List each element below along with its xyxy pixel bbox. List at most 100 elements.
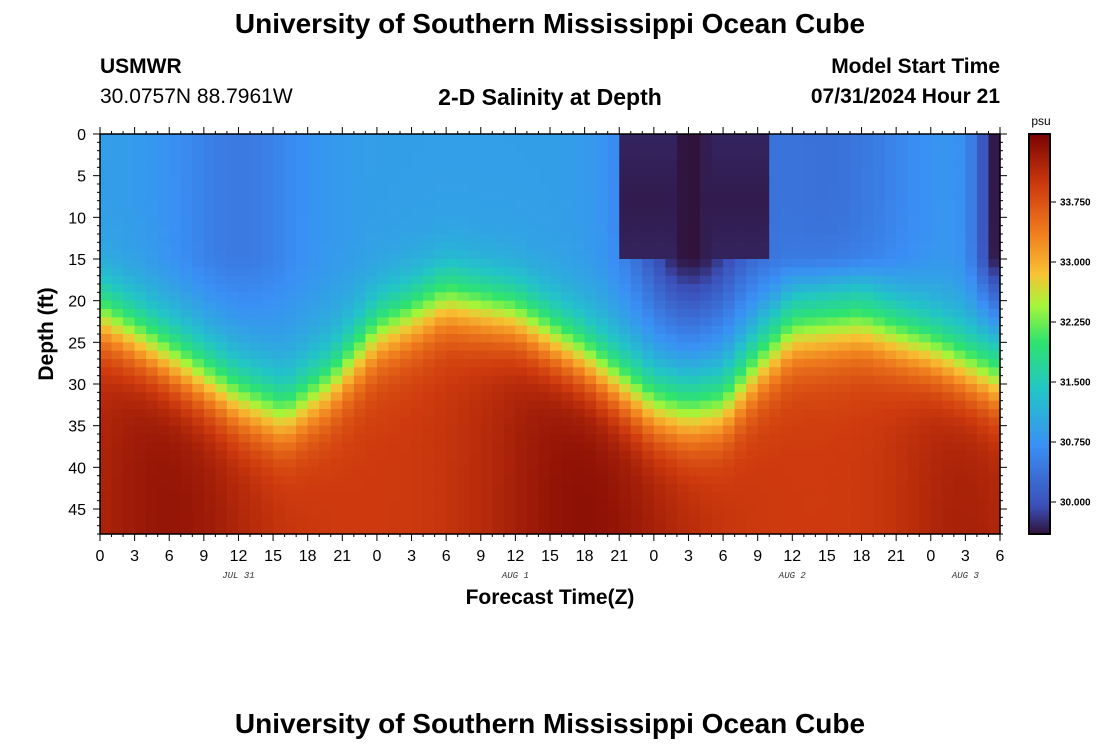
footer-title: University of Southern Mississippi Ocean…	[234, 708, 866, 739]
heatmap-cell	[919, 334, 932, 343]
heatmap-cell	[746, 375, 759, 385]
heatmap-cell	[838, 367, 851, 377]
heatmap-cell	[330, 492, 343, 502]
heatmap-cell	[884, 509, 897, 518]
heatmap-cell	[446, 384, 459, 393]
heatmap-cell	[653, 375, 666, 385]
heatmap-cell	[192, 309, 205, 318]
heatmap-cell	[434, 142, 447, 152]
heatmap-cell	[688, 309, 701, 318]
heatmap-cell	[688, 459, 701, 468]
heatmap-cell	[526, 167, 540, 177]
heatmap-cell	[861, 325, 874, 335]
heatmap-cell	[342, 275, 355, 285]
heatmap-cell	[965, 467, 978, 477]
heatmap-cell	[515, 209, 528, 218]
heatmap-cell	[907, 475, 920, 485]
heatmap-cell	[342, 359, 355, 368]
heatmap-cell	[423, 475, 436, 485]
heatmap-cell	[457, 209, 470, 218]
heatmap-cell	[896, 225, 909, 235]
heatmap-cell	[446, 492, 459, 502]
heatmap-cell	[469, 309, 482, 318]
heatmap-cell	[203, 192, 216, 202]
heatmap-cell	[134, 392, 147, 402]
heatmap-cell	[988, 259, 1001, 268]
heatmap-cell	[884, 167, 897, 177]
heatmap-cell	[619, 242, 632, 252]
heatmap-cell	[342, 209, 355, 218]
heatmap-cell	[169, 317, 182, 327]
heatmap-cell	[157, 192, 170, 202]
heatmap-cell	[526, 359, 540, 368]
heatmap-cell	[226, 309, 240, 318]
heatmap-cell	[838, 225, 851, 235]
heatmap-cell	[850, 475, 863, 485]
heatmap-cell	[757, 284, 770, 293]
heatmap-cell	[930, 184, 943, 193]
heatmap-cell	[665, 217, 678, 227]
heatmap-cell	[353, 384, 366, 393]
heatmap-cell	[423, 417, 436, 427]
heatmap-cell	[803, 425, 816, 435]
heatmap-cell	[965, 367, 978, 377]
heatmap-cell	[434, 200, 447, 210]
heatmap-cell	[250, 250, 263, 260]
heatmap-cell	[988, 400, 1001, 410]
heatmap-cell	[515, 234, 528, 243]
heatmap-cell	[584, 167, 597, 177]
heatmap-cell	[423, 184, 436, 193]
heatmap-cell	[630, 500, 643, 510]
heatmap-cell	[723, 334, 736, 343]
heatmap-cell	[469, 292, 482, 302]
heatmap-cell	[330, 384, 343, 393]
heatmap-cell	[434, 409, 447, 418]
colorbar-tick-label: 30.750	[1060, 438, 1091, 449]
heatmap-cell	[307, 267, 320, 277]
heatmap-cell	[457, 459, 470, 468]
heatmap-cell	[596, 242, 609, 252]
heatmap-cell	[515, 417, 528, 427]
heatmap-cell	[942, 342, 955, 352]
heatmap-cell	[296, 225, 309, 235]
x-tick-label: 0	[926, 548, 935, 565]
heatmap-cell	[573, 167, 586, 177]
heatmap-cell	[250, 142, 263, 152]
heatmap-cell	[723, 209, 736, 218]
heatmap-cell	[376, 375, 390, 385]
heatmap-cell	[365, 500, 378, 510]
heatmap-cell	[526, 200, 540, 210]
heatmap-cell	[607, 225, 620, 235]
heatmap-cell	[653, 475, 666, 485]
heatmap-cell	[919, 159, 932, 168]
heatmap-cell	[665, 267, 678, 277]
heatmap-cell	[250, 392, 263, 402]
heatmap-cell	[723, 167, 736, 177]
heatmap-cell	[192, 525, 205, 535]
heatmap-cell	[250, 442, 263, 452]
heatmap-cell	[365, 167, 378, 177]
heatmap-cell	[203, 159, 216, 168]
heatmap-cell	[896, 359, 909, 368]
heatmap-cell	[723, 317, 736, 327]
heatmap-cell	[850, 409, 863, 418]
heatmap-cell	[296, 234, 309, 243]
heatmap-cell	[850, 134, 863, 143]
heatmap-cell	[215, 309, 228, 318]
heatmap-cell	[792, 275, 805, 285]
heatmap-cell	[146, 350, 159, 360]
heatmap-cell	[930, 459, 943, 468]
heatmap-cell	[203, 475, 216, 485]
heatmap-cell	[203, 209, 216, 218]
heatmap-cell	[700, 425, 713, 435]
heatmap-cell	[838, 525, 851, 535]
heatmap-cell	[769, 400, 782, 410]
heatmap-cell	[123, 275, 136, 285]
heatmap-cell	[780, 184, 793, 193]
heatmap-cell	[250, 467, 263, 477]
heatmap-cell	[538, 275, 551, 285]
heatmap-cell	[734, 150, 747, 160]
heatmap-cell	[157, 200, 170, 210]
heatmap-cell	[873, 359, 886, 368]
heatmap-cell	[676, 200, 690, 210]
